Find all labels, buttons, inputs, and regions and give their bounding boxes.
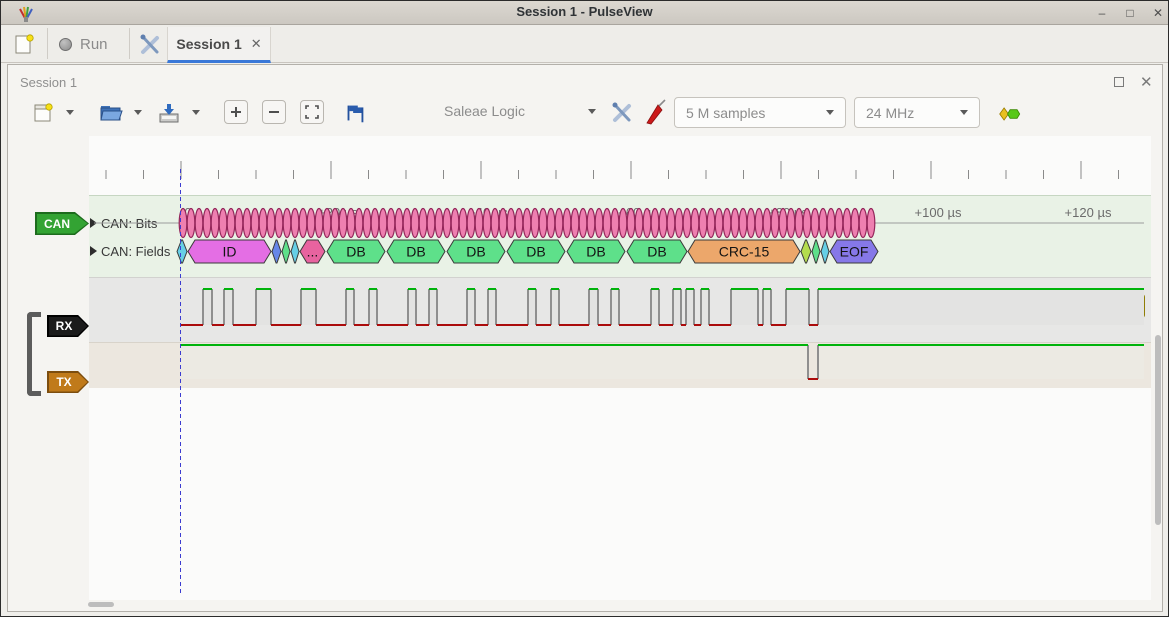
minimize-button[interactable]: –	[1098, 6, 1106, 20]
device-caret-icon	[588, 108, 596, 114]
sample-count-caret-icon	[826, 110, 834, 115]
ruler-time-label: 0	[184, 205, 192, 220]
new-session-icon	[15, 34, 34, 54]
pane-title: Session 1	[20, 75, 78, 90]
ruler-time-label: +100 µs	[914, 205, 962, 220]
tab-label: Session 1	[176, 35, 242, 52]
ruler-time-label: +60 µs	[618, 205, 658, 220]
trigger-falling-edge-icon[interactable]	[1123, 294, 1145, 318]
ruler-time-label: +20 µs	[318, 205, 358, 220]
close-button[interactable]: ✕	[1152, 6, 1164, 20]
decoder-tag-label: CAN	[36, 213, 88, 234]
tx-trace-band	[89, 342, 1151, 388]
wrench-screwdriver-icon	[612, 102, 631, 122]
title-bar[interactable]: Session 1 - PulseView – □ ✕	[1, 1, 1168, 25]
expand-fields-row-icon[interactable]	[90, 246, 97, 256]
channel-tag-label: TX	[48, 372, 88, 392]
sample-rate-caret-icon	[960, 110, 968, 115]
wrench-screwdriver-icon	[140, 34, 159, 54]
toolbar-separator	[129, 28, 130, 59]
decoder-row-label-fields: CAN: Fields	[101, 244, 171, 259]
configure-device-button[interactable]	[643, 98, 669, 126]
sample-count-value: 5 M samples	[686, 104, 766, 121]
window-title: Session 1 - PulseView	[516, 4, 653, 19]
session-toolbar: Saleae Logic 5 M samples	[8, 95, 1162, 135]
sample-rate-value: 24 MHz	[866, 104, 915, 121]
show-markers-button[interactable]	[342, 99, 368, 127]
add-decoder-button[interactable]	[998, 100, 1024, 128]
settings-button[interactable]	[135, 29, 165, 59]
app-icon	[19, 6, 33, 22]
save-dropdown-caret[interactable]	[192, 110, 200, 115]
sample-count-select[interactable]: 5 M samples	[674, 97, 846, 128]
open-icon	[100, 106, 123, 121]
run-label: Run	[80, 35, 108, 53]
decoder-tag-can[interactable]: CAN	[35, 212, 89, 235]
rx-trace-band	[89, 277, 1151, 342]
new-view-dropdown-caret[interactable]	[66, 110, 74, 115]
markers-flags-icon	[347, 105, 364, 123]
zoom-out-icon	[269, 111, 279, 113]
decoder-row-label-bits: CAN: Bits	[101, 216, 158, 231]
new-view-button[interactable]	[30, 99, 56, 127]
add-decoder-icon	[999, 107, 1021, 121]
ruler-time-label: +80 µs	[768, 205, 808, 220]
expand-bits-row-icon[interactable]	[90, 218, 97, 228]
new-session-button[interactable]	[9, 29, 39, 59]
configure-channels-button[interactable]	[609, 98, 635, 126]
zoom-out-button[interactable]	[262, 100, 286, 124]
horizontal-scrollbar-handle[interactable]	[88, 602, 114, 607]
ruler-time-label: +40 µs	[468, 205, 508, 220]
run-state-icon	[59, 37, 72, 51]
toolbar-separator	[47, 28, 48, 59]
run-button[interactable]: Run	[53, 29, 123, 59]
save-button[interactable]	[156, 99, 182, 127]
probe-icon	[646, 99, 666, 125]
zoom-in-button[interactable]	[224, 100, 248, 124]
ruler-time-label: +120 µs	[1064, 205, 1112, 220]
pane-maximize-icon[interactable]	[1114, 77, 1124, 87]
channel-tag-label: RX	[48, 316, 88, 336]
open-dropdown-caret[interactable]	[134, 110, 142, 115]
maximize-button[interactable]: □	[1126, 6, 1134, 20]
zoom-in-icon	[231, 107, 241, 117]
pane-close-icon[interactable]: ✕	[1140, 74, 1153, 91]
channel-tag-rx[interactable]: RX	[47, 315, 89, 337]
main-toolbar: Run Session 1 ✕	[1, 25, 1168, 63]
vertical-scrollbar-handle[interactable]	[1155, 335, 1161, 525]
device-name: Saleae Logic	[444, 103, 525, 119]
zoom-fit-button[interactable]	[300, 100, 324, 124]
sample-rate-select[interactable]: 24 MHz	[854, 97, 980, 128]
save-icon	[159, 104, 179, 123]
tab-session-1[interactable]: Session 1 ✕	[167, 27, 271, 63]
device-select[interactable]: Saleae Logic	[436, 97, 604, 125]
zoom-fit-icon	[305, 105, 319, 119]
tab-close-icon[interactable]: ✕	[250, 36, 262, 51]
open-button[interactable]	[98, 99, 124, 127]
channel-tag-tx[interactable]: TX	[47, 371, 89, 393]
new-view-icon	[34, 103, 53, 122]
session-pane: Session 1 ✕	[7, 64, 1163, 612]
channel-group-bracket	[27, 312, 41, 396]
